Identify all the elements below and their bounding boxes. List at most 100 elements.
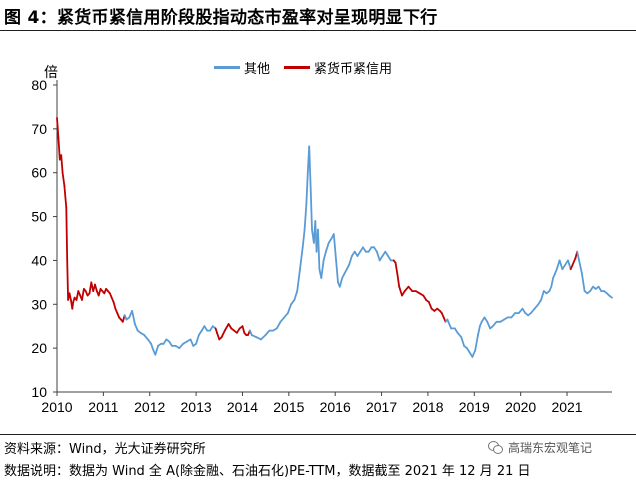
series-segment-tight <box>81 287 85 301</box>
legend-item-other: 其他 <box>214 58 270 77</box>
series-segment-tight <box>56 117 60 139</box>
series-segment-other <box>154 344 160 356</box>
y-tick-label: 20 <box>31 340 47 356</box>
series-segment-other <box>491 320 498 328</box>
series-segment-other <box>348 255 353 266</box>
series-segment-other <box>517 307 524 315</box>
series-segment-other <box>446 318 453 330</box>
series-segment-other <box>567 259 572 271</box>
y-axis-unit-label: 倍 <box>44 65 58 81</box>
y-tick-label: 30 <box>31 296 47 312</box>
series-segment-other <box>189 338 195 347</box>
series-segment-tight <box>63 184 68 209</box>
series-segment-tight <box>396 272 401 288</box>
series-segment-tight <box>220 329 226 339</box>
y-tick-label: 10 <box>31 384 47 400</box>
chart-legend: 其他 紧货币紧信用 <box>214 58 400 77</box>
series-segment-other <box>293 290 299 301</box>
series-segment-tight <box>216 331 221 341</box>
series-segment-tight <box>427 301 433 310</box>
series-segment-other <box>309 184 313 231</box>
series-segment-tight <box>571 257 577 266</box>
legend-swatch-tight <box>284 66 311 69</box>
series-segment-other <box>279 316 286 323</box>
series-segment-other <box>474 334 479 352</box>
legend-label-tight: 紧货币紧信用 <box>314 62 393 77</box>
series-segment-other <box>324 241 330 253</box>
x-tick-label: 2020 <box>505 399 536 415</box>
series-segment-tight <box>61 171 66 187</box>
series-segment-other <box>133 323 139 332</box>
series-segment-tight <box>398 285 403 297</box>
series-segment-other <box>296 268 301 293</box>
series-segment-other <box>338 277 344 288</box>
series-segment-other <box>471 349 477 358</box>
series-segment-other <box>286 303 293 315</box>
series-segment-other <box>550 277 554 288</box>
series-segment-other <box>558 259 564 271</box>
series-segment-other <box>308 145 312 187</box>
legend-item-tight: 紧货币紧信用 <box>284 58 392 77</box>
x-tick-label: 2017 <box>366 399 397 415</box>
series-segment-other <box>578 259 583 275</box>
series-segment-tight <box>68 292 72 301</box>
series-segment-other <box>608 294 613 299</box>
series-segment-tight <box>97 287 102 297</box>
x-tick-label: 2021 <box>551 399 582 415</box>
series-segment-tight <box>57 136 61 161</box>
figure-title: 图 4：紧货币紧信用阶段股指动态市盈率对呈现明显下行 <box>4 8 438 28</box>
pe-line-chart: 10 20 30 40 50 60 70 80倍 2010 2011 2012 2013 2014 201… <box>31 65 613 415</box>
x-tick-label: 2014 <box>227 399 258 415</box>
series-segment-other <box>305 171 309 205</box>
x-tick-label: 2010 <box>41 399 72 415</box>
series-segment-other <box>178 342 185 350</box>
x-tick-label: 2019 <box>459 399 490 415</box>
series-segment-other <box>195 334 200 345</box>
legend-label-other: 其他 <box>244 62 271 77</box>
series-segment-other <box>332 233 338 262</box>
series-segment-other <box>335 259 339 284</box>
series-segment-other <box>275 320 282 330</box>
series-segment-tight <box>94 283 98 293</box>
series-segment-other <box>143 334 149 341</box>
series-segment-tight <box>66 259 69 301</box>
series-segment-other <box>486 320 492 330</box>
series-segment-other <box>317 228 321 271</box>
series-segment-other <box>264 329 271 336</box>
series-segment-other <box>533 303 540 310</box>
series-segment-tight <box>403 285 410 293</box>
y-tick-label: 40 <box>31 252 47 268</box>
series-segment-tight <box>60 154 64 174</box>
series-segment-other <box>320 259 325 279</box>
series-segment-tight <box>65 206 69 262</box>
footer-divider <box>0 434 636 435</box>
x-tick-label: 2011 <box>88 399 118 415</box>
series-segment-other <box>301 228 306 249</box>
series-segment-other <box>375 250 381 262</box>
y-tick-label: 80 <box>31 77 47 93</box>
series-segment-other <box>283 312 289 319</box>
x-tick-label: 2013 <box>181 399 212 415</box>
series-segment-tight <box>223 323 230 332</box>
series-segment-other <box>303 202 308 231</box>
series-segment-tight <box>241 325 246 334</box>
series-segment-other <box>290 298 296 306</box>
series-segment-other <box>576 250 580 262</box>
series-segment-other <box>146 338 153 345</box>
series-segment-other <box>456 331 463 339</box>
legend-swatch-other <box>214 66 240 69</box>
series-segment-tight <box>394 261 399 275</box>
series-segment-tight <box>71 301 75 310</box>
wechat-icon <box>488 441 504 454</box>
series-segment-other <box>460 336 466 347</box>
figure-title-bar: 图 4：紧货币紧信用阶段股指动态市盈率对呈现明显下行 <box>0 0 636 31</box>
series-segment-tight <box>112 301 117 310</box>
x-tick-label: 2012 <box>134 399 165 415</box>
series-segment-other <box>581 272 586 293</box>
y-tick-label: 50 <box>31 209 47 225</box>
series-segment-other <box>322 250 327 262</box>
data-note: 数据说明：数据为 Wind 全 A(除金融、石油石化)PE-TTM，数据截至 2… <box>4 464 531 479</box>
series-segment-other <box>260 334 267 341</box>
x-tick-label: 2016 <box>320 399 351 415</box>
y-tick-label: 60 <box>31 165 47 181</box>
